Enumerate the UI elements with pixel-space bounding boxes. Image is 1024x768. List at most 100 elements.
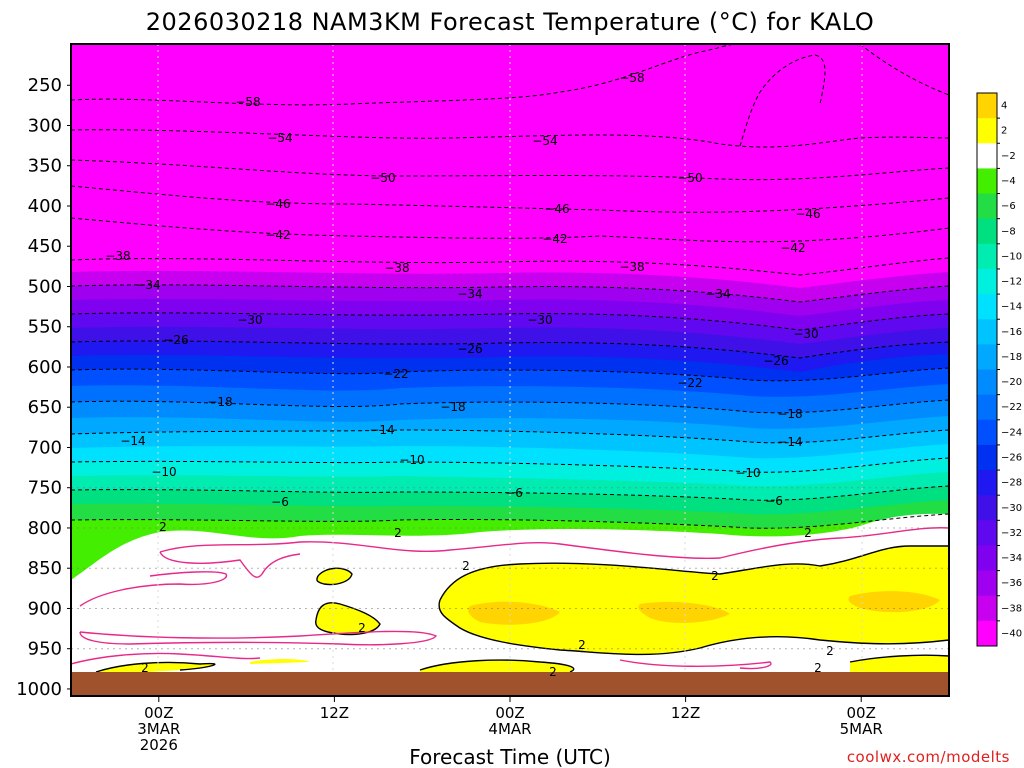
isotherm-label: 2 (804, 526, 812, 540)
time-tick-label: 5MAR (840, 720, 883, 738)
grid-lines (157, 44, 863, 696)
colorbar-swatch (977, 495, 997, 521)
isotherm-label: 2 (711, 569, 719, 583)
isotherm-label: −54 (267, 131, 292, 145)
band-gold-2 (638, 601, 730, 623)
isotherm-14 (71, 429, 949, 444)
ground-fill (71, 672, 949, 696)
isotherm-label: −10 (399, 453, 424, 467)
colorbar-label: −40 (1001, 628, 1022, 639)
colorbar-label: −14 (1001, 302, 1022, 313)
isotherm-2 (71, 513, 949, 529)
isotherm-label: −38 (384, 261, 409, 275)
isotherm-label: −50 (370, 171, 395, 185)
colorbar-swatch (977, 93, 997, 119)
isotherm-label: −30 (237, 313, 262, 327)
isotherm-labels: −58 −58 −54 −54 −50 −50 −46 −46 −46 −42 −42 −42 −38 −… (105, 71, 834, 679)
time-tick-label: 00Z (144, 704, 173, 722)
colorbar-label: 2 (1001, 126, 1007, 137)
isotherm-label: −46 (265, 197, 290, 211)
pressure-tick-label: 850 (28, 558, 62, 579)
colorbar-swatch (977, 143, 997, 169)
pressure-tick-label: 600 (28, 357, 62, 378)
isotherm-label: −58 (235, 95, 260, 109)
plot-area (71, 44, 949, 696)
pressure-tick-label: 1000 (16, 679, 62, 700)
freezing-contour-6 (619, 659, 772, 670)
pressure-tick-label: 450 (28, 236, 62, 257)
colorbar-swatch (977, 470, 997, 496)
isotherm-label: −34 (705, 287, 730, 301)
isotherm-label: −14 (777, 435, 802, 449)
colorbar-label: −32 (1001, 528, 1022, 539)
colorbar-swatch (977, 319, 997, 345)
isotherm-label: −58 (619, 71, 644, 85)
colorbar-label: −24 (1001, 427, 1022, 438)
colorbar-swatch (977, 394, 997, 421)
colorbar-label: −6 (1001, 201, 1016, 212)
freezing-contours (71, 527, 949, 670)
isotherm-label: 2 (358, 621, 366, 635)
isotherm-label: −14 (369, 423, 394, 437)
isotherm-label: −50 (677, 171, 702, 185)
colorbar-label: −2 (1001, 151, 1016, 162)
colorbar-swatch (977, 620, 997, 647)
colorbar-swatch (977, 369, 997, 396)
isotherm-label: 2 (141, 661, 149, 675)
isotherm-label: −18 (440, 400, 465, 414)
isotherm-label: −22 (383, 367, 408, 381)
band-gold-3 (848, 591, 940, 613)
isotherm-label: −14 (120, 434, 145, 448)
colorbar: 4 2 −2 −4 −6 −8 −10 −12 −14 −16 −18 −20 −22 −24 −26 −28… (976, 92, 1022, 647)
freezing-contour-2 (159, 551, 301, 578)
warm-contour-2 (438, 599, 949, 656)
time-tick-label: 00Z (495, 704, 524, 722)
freezing-contour-5 (71, 652, 261, 665)
isotherm-label: −26 (763, 354, 788, 368)
isotherm-label: −10 (151, 465, 176, 479)
isotherm-label: −30 (527, 313, 552, 327)
isotherm-58-a (71, 44, 736, 106)
isotherm-label: −46 (795, 207, 820, 221)
isotherm-label: −54 (532, 134, 557, 148)
colorbar-label: −30 (1001, 503, 1022, 514)
band-yellow-7 (250, 659, 310, 664)
colorbar-swatch (977, 118, 997, 144)
freezing-contour-1 (159, 527, 949, 559)
colorbar-swatch (977, 243, 997, 270)
band-yellow-2 (315, 602, 380, 635)
pressure-axis: 250 300 350 400 450 500 550 600 650 700 750 800 850 9… (16, 75, 71, 700)
pressure-tick-label: 950 (28, 639, 62, 660)
isotherm-label: −42 (542, 232, 567, 246)
isotherm-label: −22 (677, 376, 702, 390)
isotherm-label: 2 (159, 520, 167, 534)
isotherm-label: −6 (505, 486, 523, 500)
isotherm-label: 2 (826, 644, 834, 658)
warm-contours (95, 545, 949, 673)
isotherm-label: −34 (135, 278, 160, 292)
isotherm-18 (71, 399, 949, 414)
pressure-tick-label: 750 (28, 478, 62, 499)
isotherm-22 (71, 367, 949, 382)
warm-contour-6 (419, 659, 575, 673)
pressure-tick-label: 550 (28, 317, 62, 338)
isotherm-label: −26 (163, 333, 188, 347)
credit-text: coolwx.com/modelts (847, 748, 1010, 766)
x-axis-label: Forecast Time (UTC) (409, 745, 611, 768)
isotherm-label: −34 (457, 287, 482, 301)
colorbar-label: −22 (1001, 402, 1022, 413)
isotherm-label: −38 (619, 260, 644, 274)
isotherm-6 (71, 485, 949, 501)
time-tick-label: 12Z (671, 704, 700, 722)
isotherm-label: −6 (271, 495, 289, 509)
colorbar-label: 4 (1001, 101, 1007, 112)
isotherm-58-c (859, 44, 949, 96)
isotherm-38 (71, 257, 949, 276)
isotherm-label: −18 (777, 407, 802, 421)
freezing-contour-4 (79, 630, 438, 646)
colorbar-swatch (977, 444, 997, 471)
colorbar-label: −4 (1001, 176, 1016, 187)
isotherm-label: −10 (735, 466, 760, 480)
pressure-tick-label: 300 (28, 115, 62, 136)
